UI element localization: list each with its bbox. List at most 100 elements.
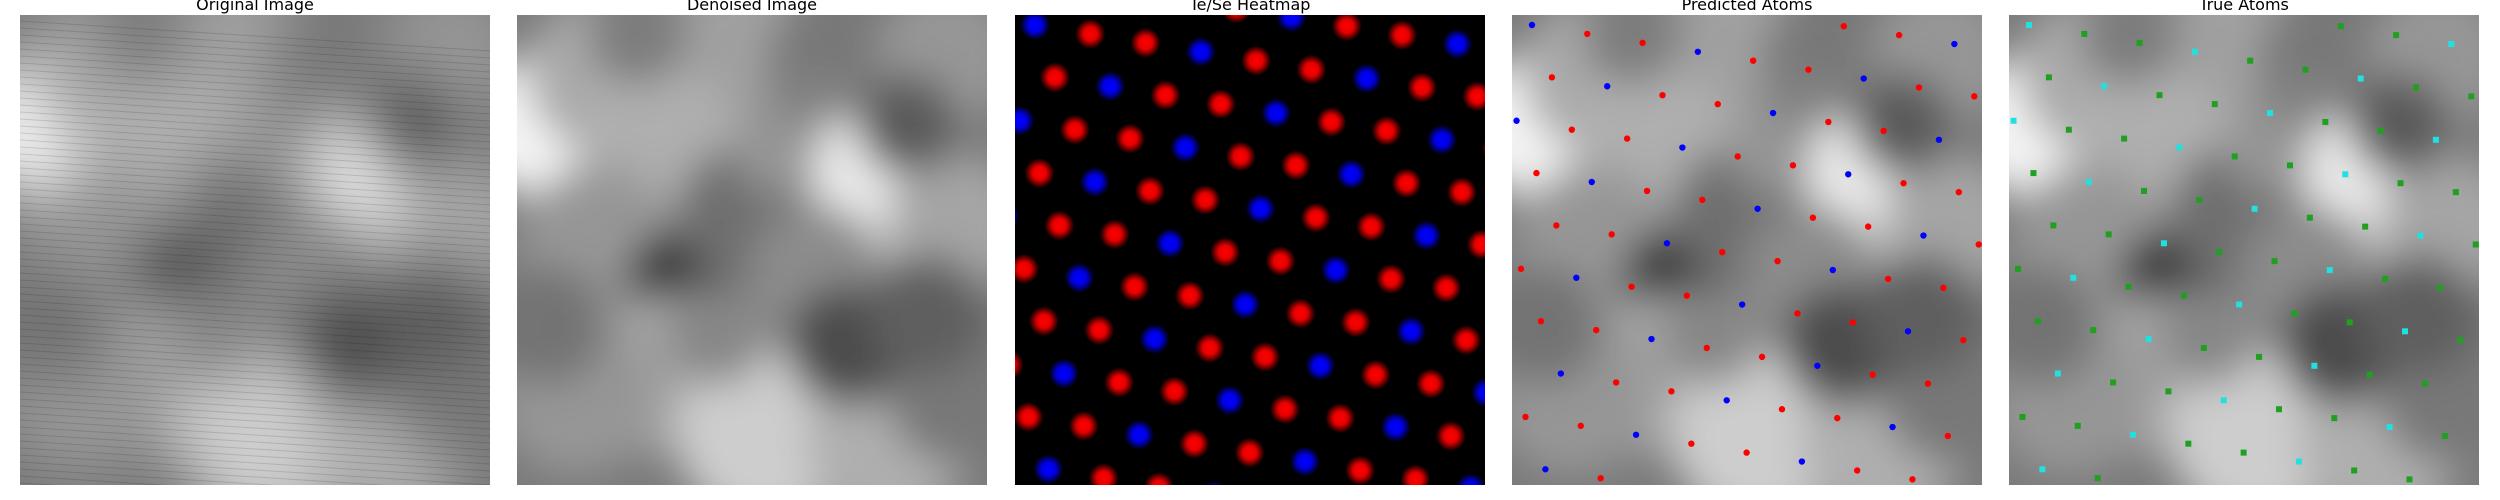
te-heatmap-spot (1075, 18, 1106, 49)
true-se-atom (2295, 458, 2302, 465)
se-heatmap-spot (1185, 36, 1216, 67)
true-se-atom (2070, 274, 2077, 281)
se-heatmap-spot (1261, 98, 1292, 129)
te-heatmap-spot (1340, 307, 1371, 338)
true-te-atom (2366, 371, 2373, 378)
predicted-te-atom (1805, 66, 1812, 73)
se-heatmap-spot (1230, 289, 1261, 320)
true-te-atom (2034, 318, 2041, 325)
te-heatmap-spot (1015, 401, 1044, 432)
se-heatmap-spot (1456, 473, 1485, 485)
predicted-te-atom (1734, 153, 1741, 160)
true-te-atom (2302, 66, 2309, 73)
predicted-se-atom (1588, 178, 1595, 186)
texture-blob (370, 255, 490, 375)
te-heatmap-spot (1222, 15, 1250, 24)
te-heatmap-spot (1059, 114, 1090, 145)
texture-blob (867, 255, 987, 375)
true-te-atom (2362, 223, 2369, 230)
te-heatmap-spot (1068, 410, 1099, 441)
te-heatmap-spot (1044, 210, 1075, 241)
true-te-atom (2196, 196, 2203, 203)
te-heatmap-spot (1190, 184, 1221, 215)
true-te-atom (2105, 231, 2112, 238)
predicted-te-atom (1774, 257, 1781, 265)
se-heatmap-spot (1396, 316, 1427, 347)
panel-te-se-heatmap: Te/Se Heatmap (1015, 0, 1485, 500)
true-te-atom (2271, 258, 2278, 265)
te-heatmap-spot (1400, 464, 1431, 485)
true-te-atom (2211, 101, 2218, 108)
te-heatmap-spot (1194, 332, 1225, 363)
true-te-atom (2030, 170, 2037, 177)
true-se-atom (2039, 466, 2046, 473)
predicted-se-atom (1573, 274, 1580, 281)
se-heatmap-spot (1245, 193, 1276, 224)
predicted-te-atom (1840, 22, 1847, 30)
true-te-atom (2050, 222, 2057, 229)
predicted-te-atom (1794, 310, 1801, 317)
true-se-atom (2251, 205, 2258, 212)
true-te-atom (2468, 93, 2475, 100)
te-heatmap-spot (1234, 437, 1265, 468)
predicted-te-atom (1683, 292, 1691, 299)
predicted-te-atom (1849, 319, 1856, 326)
predicted-te-atom (1853, 467, 1861, 474)
true-te-atom (2015, 265, 2022, 272)
true-te-atom (2351, 467, 2358, 474)
te-heatmap-spot (1174, 280, 1205, 311)
texture-blob (1852, 75, 1952, 175)
predicted-se-atom (1648, 335, 1655, 343)
true-te-atom (2136, 39, 2143, 46)
true-se-atom (2026, 22, 2032, 28)
texture-blob (737, 115, 817, 195)
texture-blob (1862, 255, 1982, 375)
predicted-te-atom (1940, 284, 1947, 292)
se-heatmap-spot (1336, 159, 1367, 190)
panel-title-heatmap: Te/Se Heatmap (1189, 0, 1311, 14)
te-heatmap-spot (1391, 168, 1422, 199)
true-se-atom (2145, 336, 2152, 343)
te-heatmap-spot (1376, 263, 1407, 294)
te-heatmap-spot (1356, 211, 1387, 242)
predicted-te-atom (1593, 326, 1600, 334)
true-se-atom (2386, 424, 2393, 431)
panel-title-denoised: Denoised Image (686, 0, 818, 14)
predicted-se-atom (1754, 205, 1761, 212)
te-heatmap-spot (1088, 463, 1119, 485)
true-te-atom (2200, 344, 2207, 351)
predicted-te-atom (1758, 353, 1766, 361)
true-te-atom (2156, 92, 2163, 99)
texture-blob (170, 285, 270, 385)
true-te-atom (2377, 127, 2384, 134)
predicted-te-atom (1895, 31, 1903, 39)
panel-true-atoms: True Atoms (2009, 0, 2479, 500)
true-te-atom (2322, 118, 2329, 125)
texture-blob (1662, 285, 1762, 385)
se-heatmap-spot (1170, 132, 1201, 163)
te-heatmap-spot (1028, 306, 1059, 337)
te-heatmap-spot (1115, 123, 1146, 154)
te-heatmap-spot (1241, 45, 1272, 76)
predicted-atoms-image (1512, 15, 1982, 485)
true-te-atom (2247, 57, 2254, 64)
te-heatmap-spot (1406, 72, 1437, 103)
te-heatmap-spot (1039, 62, 1070, 93)
predicted-te-atom (1659, 91, 1666, 99)
te-heatmap-spot (1300, 202, 1331, 233)
predicted-se-atom (1904, 328, 1912, 335)
predicted-te-atom (1639, 39, 1646, 47)
true-te-atom (2346, 319, 2353, 326)
predicted-se-atom (1845, 171, 1852, 178)
predicted-se-atom (1951, 40, 1958, 48)
te-heatmap-spot (1415, 368, 1446, 399)
panel-title-predicted: Predicted Atoms (1681, 0, 1813, 14)
texture-blob (857, 75, 957, 175)
predicted-se-atom (1723, 397, 1730, 404)
te-heatmap-spot (1482, 139, 1485, 158)
true-te-atom (2019, 413, 2026, 420)
te-heatmap-spot (1466, 229, 1485, 260)
te-heatmap-spot (1179, 428, 1210, 459)
predicted-te-atom (1971, 93, 1978, 100)
te-heatmap-spot (1119, 271, 1150, 302)
